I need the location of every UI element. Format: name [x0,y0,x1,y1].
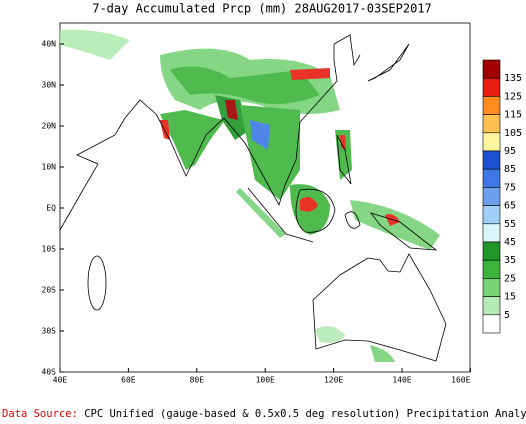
colorbar-label: 115 [504,110,522,121]
lat-label: 40N [42,40,57,49]
colorbar-label: 95 [504,146,516,157]
colorbar-box [482,96,501,115]
lon-label: 160E [451,376,470,385]
source-label: Data Source: [2,408,78,420]
colorbar-label: 35 [504,255,516,266]
lon-label: 100E [256,376,275,385]
colorbar-label: 65 [504,201,516,212]
colorbar-box [482,114,501,134]
colorbar-box [482,168,501,188]
lat-label: 20N [42,122,57,131]
colorbar-label: 105 [504,128,522,139]
colorbar-box [482,205,501,225]
coastlines [59,34,447,362]
colorbar-box [482,223,501,243]
colorbar: 135 125 115 105 95 85 75 65 55 45 35 25 15 5 [482,59,522,334]
lat-axis: 40N 30N 20N 10N EQ 10S 20S 30S 40S [42,40,64,377]
colorbar-label: 125 [504,91,522,102]
lat-label: 10N [42,163,57,172]
colorbar-label: 5 [504,310,510,321]
footer: Data Source: CPC Unified (gauge-based & … [2,408,526,420]
colorbar-box [482,241,501,261]
lon-axis: 40E 60E 80E 100E 120E 140E 160E [53,368,471,385]
colorbar-box [482,150,501,170]
lon-label: 120E [324,376,343,385]
lon-label: 60E [121,376,136,385]
lat-label: 10S [42,245,57,254]
lon-label: 80E [190,376,205,385]
colorbar-label: 135 [504,73,522,84]
lat-label: 30S [42,327,57,336]
colorbar-box [482,132,501,152]
colorbar-label: 25 [504,273,516,284]
colorbar-label: 55 [504,219,516,230]
colorbar-label: 45 [504,237,516,248]
colorbar-box [482,59,501,79]
lat-label: EQ [46,204,56,213]
lon-label: 40E [53,376,68,385]
precip-field [60,29,440,362]
lon-label: 140E [392,376,411,385]
lat-label: 40S [42,368,57,377]
lat-label: 20S [42,286,57,295]
colorbar-box [482,259,501,279]
title: 7-day Accumulated Prcp (mm) 28AUG2017-03… [92,2,432,16]
colorbar-box [482,314,501,334]
source-text: CPC Unified (gauge-based & 0.5x0.5 deg r… [84,408,526,420]
colorbar-label: 75 [504,182,516,193]
colorbar-label: 85 [504,164,516,175]
colorbar-box [482,278,501,297]
colorbar-box [482,187,501,206]
colorbar-label: 15 [504,292,516,303]
lat-label: 30N [42,81,57,90]
colorbar-box [482,77,501,97]
map [59,22,471,373]
colorbar-box [482,296,501,316]
